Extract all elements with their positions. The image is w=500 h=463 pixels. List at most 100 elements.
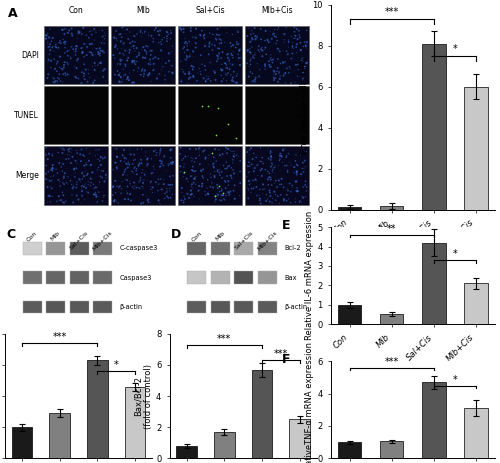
Point <box>228 164 235 172</box>
Point <box>299 75 307 82</box>
Point <box>269 56 277 63</box>
Point <box>211 198 219 206</box>
Point <box>166 194 174 201</box>
Point <box>44 156 52 163</box>
Point <box>121 195 129 203</box>
Point <box>130 164 138 172</box>
Point <box>167 29 175 37</box>
Point <box>258 172 266 180</box>
Point <box>266 27 274 35</box>
Point <box>244 185 252 192</box>
Point <box>206 59 214 66</box>
Point <box>143 193 151 200</box>
Point <box>229 48 237 56</box>
Point <box>229 156 237 163</box>
Point <box>44 70 52 78</box>
Point <box>98 39 106 46</box>
Point <box>253 60 261 67</box>
Point <box>220 162 228 169</box>
Point <box>232 151 240 159</box>
Point <box>122 155 130 163</box>
Point <box>208 31 216 38</box>
Text: ***: *** <box>52 332 67 342</box>
Bar <box>178 26 242 84</box>
Point <box>80 183 88 190</box>
Bar <box>338 206 361 210</box>
Point <box>261 63 269 70</box>
Point <box>289 45 297 52</box>
Point <box>124 190 132 197</box>
Point <box>147 178 155 185</box>
Point <box>213 189 221 197</box>
Point <box>118 33 126 41</box>
Point <box>86 161 94 169</box>
Point <box>50 165 58 172</box>
Point <box>162 167 170 175</box>
Point <box>160 194 168 202</box>
Point <box>149 55 157 62</box>
Point <box>250 164 258 172</box>
Point <box>290 163 298 171</box>
Point <box>78 200 86 207</box>
Point <box>187 183 195 190</box>
Point <box>139 184 147 192</box>
Point <box>46 25 54 33</box>
Point <box>152 25 160 32</box>
Point <box>218 61 226 68</box>
Point <box>133 31 141 38</box>
Point <box>120 72 128 80</box>
Point <box>197 167 205 174</box>
Point <box>244 163 252 170</box>
Point <box>258 158 266 165</box>
Point <box>278 175 285 182</box>
Point <box>186 53 194 60</box>
Bar <box>46 242 66 255</box>
Point <box>282 191 290 199</box>
Point <box>212 131 220 138</box>
Point <box>184 178 192 185</box>
Point <box>194 145 202 153</box>
Point <box>80 172 88 180</box>
Point <box>220 75 228 82</box>
Point <box>58 66 66 73</box>
Point <box>168 158 176 166</box>
Point <box>99 67 107 75</box>
Point <box>246 151 254 158</box>
Point <box>65 148 73 155</box>
Point <box>152 54 160 61</box>
Point <box>163 35 171 42</box>
Point <box>210 163 218 170</box>
Text: Mlb+Cis: Mlb+Cis <box>256 230 278 252</box>
Text: β-actin: β-actin <box>120 304 143 310</box>
Bar <box>93 300 112 313</box>
Point <box>94 156 102 163</box>
Point <box>271 26 279 33</box>
Point <box>42 144 50 151</box>
Point <box>210 69 218 76</box>
Point <box>154 187 162 194</box>
Point <box>56 197 64 204</box>
Point <box>244 47 252 54</box>
Point <box>279 59 287 66</box>
Point <box>214 185 222 192</box>
Point <box>229 166 237 174</box>
Point <box>204 75 212 82</box>
Point <box>223 150 231 157</box>
Point <box>216 40 224 47</box>
Point <box>202 155 209 163</box>
Point <box>78 168 86 175</box>
Text: ***: *** <box>274 349 288 359</box>
Point <box>96 52 104 59</box>
Point <box>200 148 207 155</box>
Point <box>218 78 226 85</box>
Point <box>210 174 218 181</box>
Point <box>72 157 80 164</box>
Point <box>158 186 166 193</box>
Point <box>116 157 124 165</box>
Point <box>252 176 260 183</box>
Point <box>223 172 231 180</box>
Point <box>94 49 102 56</box>
Point <box>198 27 206 34</box>
Point <box>284 38 292 45</box>
Point <box>132 61 140 68</box>
